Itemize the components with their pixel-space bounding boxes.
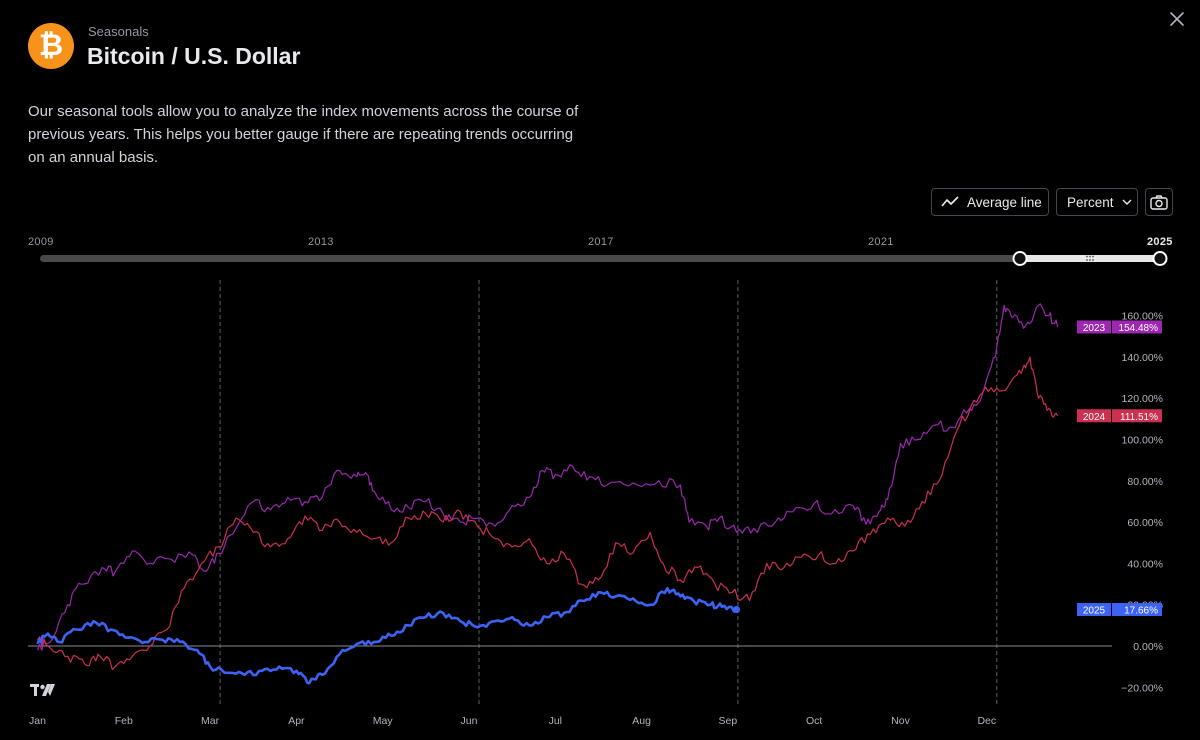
year-tick-2021: 2021 <box>868 236 894 248</box>
mode-dropdown[interactable]: Percent <box>1056 188 1138 216</box>
grip-dot <box>1089 259 1091 261</box>
series-line-2023 <box>36 303 1059 651</box>
grip-dot <box>1092 255 1094 258</box>
tradingview-logo-icon <box>30 683 56 702</box>
bitcoin-logo-icon: ₿ <box>28 23 74 69</box>
series-tag-value-bg-2025 <box>1112 603 1162 617</box>
slider-selected-range[interactable] <box>1020 255 1160 262</box>
series-endpoint-2025 <box>733 606 741 614</box>
series-tag-value-2025: 17.66% <box>1124 606 1158 617</box>
close-icon[interactable] <box>1166 8 1188 30</box>
x-tick-label-feb: Feb <box>115 715 133 727</box>
slider-track <box>40 255 1162 262</box>
chevron-down-icon <box>1122 199 1132 205</box>
grip-dot <box>1086 255 1088 258</box>
page-title: Bitcoin / U.S. Dollar <box>87 43 301 69</box>
series-tag-name-2024: 2024 <box>1083 412 1106 423</box>
x-tick-label-nov: Nov <box>891 715 910 727</box>
quarter-dividers <box>219 280 998 705</box>
series-tag-value-bg-2023 <box>1112 320 1162 334</box>
y-tick-label: 0.00% <box>1133 641 1163 653</box>
screenshot-button[interactable] <box>1145 188 1173 216</box>
slider-start-handle[interactable] <box>1012 251 1028 266</box>
x-tick-label-mar: Mar <box>201 715 220 727</box>
x-tick-label-dec: Dec <box>977 715 996 727</box>
year-tick-2013: 2013 <box>308 236 334 248</box>
y-tick-label: 160.00% <box>1122 311 1163 323</box>
x-tick-label-may: May <box>373 715 394 727</box>
series-tag-value-2023: 154.48% <box>1119 323 1159 334</box>
slider-grip-icon <box>1086 255 1094 261</box>
mode-dropdown-label: Percent <box>1067 194 1114 210</box>
x-tick-label-oct: Oct <box>806 715 822 727</box>
description-text: Our seasonal tools allow you to analyze … <box>28 103 579 166</box>
year-tick-2009: 2009 <box>28 236 54 248</box>
y-tick-label: 40.00% <box>1127 558 1163 570</box>
y-tick-label: 80.00% <box>1127 476 1163 488</box>
series-tag-name-2023: 2023 <box>1083 323 1106 334</box>
grip-dot <box>1086 259 1088 261</box>
page-kicker: Seasonals <box>88 24 149 39</box>
y-tick-label: −20.00% <box>1121 682 1163 694</box>
x-tick-label-jul: Jul <box>549 715 562 727</box>
x-tick-label-aug: Aug <box>632 715 651 727</box>
average-line-button[interactable]: Average line <box>931 188 1049 216</box>
y-tick-label: 120.00% <box>1122 393 1163 405</box>
y-tick-label: 60.00% <box>1127 517 1163 529</box>
x-tick-label-sep: Sep <box>719 715 738 727</box>
average-line-icon <box>941 196 959 207</box>
series-tag-bg-2023 <box>1077 320 1111 334</box>
x-tick-label-jun: Jun <box>461 715 478 727</box>
seasonal-chart: 160.00% 140.00% 120.00% 100.00% 80.00% 60.00%… <box>28 280 1163 727</box>
y-tick-label: 140.00% <box>1122 352 1163 364</box>
series-line-2025 <box>36 586 738 685</box>
x-tick-label-apr: Apr <box>288 715 305 727</box>
average-line-label: Average line <box>967 194 1042 210</box>
series-tag-bg-2025 <box>1077 603 1111 617</box>
grip-dot <box>1092 259 1094 261</box>
series-tag-name-2025: 2025 <box>1083 606 1106 617</box>
series-tag-bg-2024 <box>1077 409 1111 423</box>
series-tag-value-2024: 111.51% <box>1120 412 1158 423</box>
series-line-2024 <box>37 356 1059 671</box>
year-range-slider[interactable] <box>0 244 1200 274</box>
camera-icon <box>1150 194 1168 210</box>
year-tick-2025: 2025 <box>1147 236 1173 248</box>
series-tag-value-bg-2024 <box>1112 409 1162 423</box>
grip-dot <box>1089 255 1091 258</box>
y-tick-label: 100.00% <box>1122 435 1163 447</box>
x-tick-label-jan: Jan <box>29 715 46 727</box>
slider-end-handle[interactable] <box>1152 251 1168 266</box>
year-tick-2017: 2017 <box>588 236 614 248</box>
